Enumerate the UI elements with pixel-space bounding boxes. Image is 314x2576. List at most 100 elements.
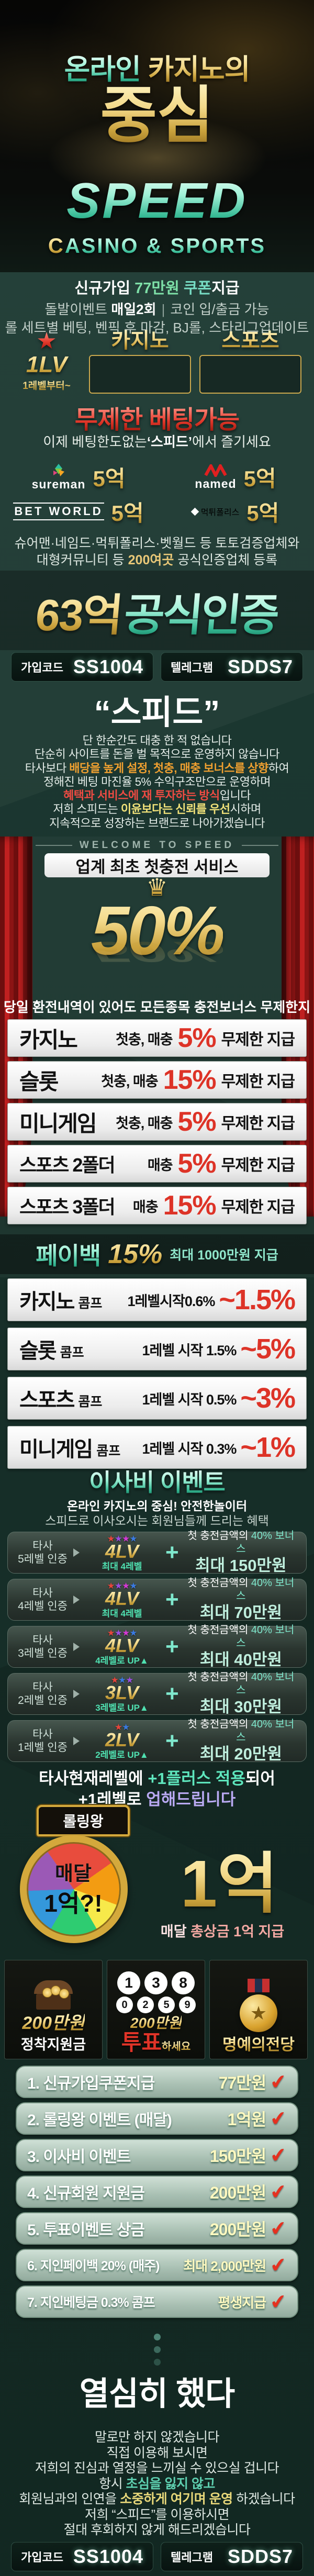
tile-vote-event: 1 3 8 0 2 5 9 200만원 투표하세요 <box>107 1960 205 2059</box>
level-stars-icon: ★★★★ <box>107 1628 138 1638</box>
benefit-row-2: 2. 롤링왕 이벤트 (매달) 1억원 ✔ <box>16 2102 298 2135</box>
level-stars-icon: ★★★★ <box>107 1581 138 1591</box>
plus-icon: + <box>165 1540 179 1565</box>
code-pills-bottom: 가입코드 SS1004 텔레그램 SDDS7 <box>0 2542 314 2571</box>
section-divider-dots <box>0 2334 314 2366</box>
moving-note-1: 타사현재레벨에 +1플러스 적용되어 <box>39 1769 275 1788</box>
check-icon: ✔ <box>269 2143 288 2168</box>
wheel-label: 매달 <box>55 1863 92 1885</box>
charge-row-casino: 카지노 첫충, 매충 5% 무제한 지급 <box>7 1019 307 1057</box>
named-logo-icon <box>204 464 227 477</box>
hero-tagline: 온라인 카지노의 <box>0 46 314 87</box>
benefit-row-1: 1. 신규가입쿠폰지급 77만원 ✔ <box>16 2066 298 2098</box>
arrow-right-icon <box>73 1596 80 1604</box>
moving-sub-1: 온라인 카지노의 중심! 안전한놀이터 <box>66 1499 248 1513</box>
red-star-icon: ★ <box>13 330 81 353</box>
check-icon: ✔ <box>269 2070 288 2094</box>
moving-card-lv3: 타사 3레벨 인증 ★★★★ 4LV 4레벨로 UP▲ + 첫 충전금액의 40%… <box>7 1624 307 1669</box>
comp-row-slot: 슬롯 콤프 1레벨 시작 1.5% ~5% <box>7 1328 307 1370</box>
fifty-percent-reflection: 50% <box>91 935 223 968</box>
level-stars-icon: ★★ <box>114 1722 130 1732</box>
check-icon: ✔ <box>269 2106 288 2131</box>
welcome-line: WELCOME TO SPEED <box>0 840 314 851</box>
partner-sureman: sureman 5억 <box>0 461 157 493</box>
hero-background <box>0 0 314 272</box>
arrow-right-icon <box>73 1737 80 1745</box>
tile-settlement-support: 200만원 정착지원금 <box>4 1960 103 2059</box>
vote-numbers-icon: 1 3 8 <box>117 1971 195 1995</box>
official-certification-title: 63억 공식인증 <box>33 590 280 640</box>
rolling-big-amount: 1억 <box>181 1847 278 1921</box>
tile-hall-of-fame: ★ 명예의전당 <box>209 1960 308 2059</box>
level-stars-icon: ★★★★ <box>107 1534 138 1544</box>
hero-center-word: 중심 <box>100 81 214 150</box>
level-badge: 1LV <box>13 352 81 378</box>
moving-card-lv2: 타사 2레벨 인증 ★★★ 3LV 3레벨로 UP▲ + 첫 충전금액의 40% … <box>7 1671 307 1716</box>
level-badge-sub: 1레벨부터~ <box>13 378 81 392</box>
telegram-pill[interactable]: 텔레그램 SDDS7 <box>161 652 303 682</box>
brand-logo-subtitle: CASINO & SPORTS <box>48 235 266 258</box>
sureman-bird-icon <box>53 463 64 476</box>
charge-row-sports3: 스포츠 3폴더 매충 15% 무제한 지급 <box>7 1187 307 1224</box>
tagline-casino: 카지노의 <box>148 54 251 85</box>
speed-quote-title: “스피드” <box>94 694 220 731</box>
plus-icon: + <box>165 1634 179 1659</box>
partner-muktupolis: 먹튀폴리스 5억 <box>157 496 314 528</box>
features-line: 롤 세트별 베팅, 벤픽 후 마감, BJ롤, 스타리그업데이트 <box>5 320 309 336</box>
moving-note-2: +1레벨로 업해드립니다 <box>78 1790 236 1809</box>
payback-band: 페이백 15% 최대 1000만원 지급 <box>0 1234 314 1274</box>
benefit-row-5: 5. 투표이벤트 상금 200만원 ✔ <box>16 2212 298 2245</box>
unlimited-betting-subtitle: 이제 베팅한도없는‘스피드’에서 즐기세요 <box>43 434 271 450</box>
comp-row-casino: 카지노 콤프 1레벨시작0.6% ~1.5% <box>7 1278 307 1321</box>
moving-sub-2: 스피드로 이사오시는 회원님들께 드리는 혜택 <box>45 1514 269 1527</box>
signup-coupon-line: 신규가입 77만원 쿠폰지급 <box>74 280 240 297</box>
brand-logo: SPEED <box>66 173 248 229</box>
verification-desc-2: 대형커뮤니티 등 200여곳 공식인증업체 등록 <box>36 553 278 567</box>
wheel-question: 1억?! <box>44 1890 103 1917</box>
join-code-pill[interactable]: 가입코드 SS1004 <box>11 652 153 682</box>
outro-title: 열심히 했다 <box>79 2376 235 2412</box>
telegram-pill[interactable]: 텔레그램 SDDS7 <box>161 2542 303 2571</box>
check-icon: ✔ <box>269 2216 288 2241</box>
unlimited-betting-title: 무제한 베팅가능 <box>74 406 240 434</box>
arrow-right-icon <box>73 1643 80 1651</box>
moving-event-title: 이사비 이벤트 <box>89 1469 226 1496</box>
level-stars-icon: ★★★ <box>110 1675 134 1685</box>
level-badge-block: ★ 1LV 1레벨부터~ <box>13 330 81 392</box>
outro-paragraph: 말로만 하지 않겠습니다 직접 이용해 보시면 저희의 진심과 열정을 느끼실 … <box>19 2430 295 2537</box>
charge-row-sports2: 스포츠 2폴더 매충 5% 무제한 지급 <box>7 1145 307 1183</box>
rolling-king-sign: 롤링왕 <box>37 1805 130 1836</box>
arrow-right-icon <box>73 1690 80 1698</box>
arrow-right-icon <box>73 1548 80 1557</box>
join-code-pill[interactable]: 가입코드 SS1004 <box>11 2542 153 2571</box>
verification-partners: sureman 5억 named 5억 BET WORLD 5억 먹튀폴리스 5… <box>0 459 314 531</box>
limit-card-sports: 스포츠 2,000 만원 <box>199 330 301 394</box>
code-pills-top: 가입코드 SS1004 텔레그램 SDDS7 <box>0 652 314 682</box>
moving-card-lv1: 타사 1레벨 인증 ★★ 2LV 2레벨로 UP▲ + 첫 충전금액의 40% 보… <box>7 1719 307 1763</box>
first-charge-banner: 업계 최초 첫충전 서비스 <box>44 853 270 877</box>
limit-amount-casino: 3,000 만원 <box>89 355 191 394</box>
moving-card-lv4: 타사 4레벨 인증 ★★★★ 4LV 최대 4레벨 + 첫 충전금액의 40% 보… <box>7 1577 307 1622</box>
charge-row-minigame: 미니게임 첫충, 매충 5% 무제한 지급 <box>7 1103 307 1141</box>
comp-row-sports: 스포츠 콤프 1레벨 시작 0.5% ~3% <box>7 1377 307 1420</box>
rolling-caption: 매달 총상금 1억 지급 <box>160 1924 285 1939</box>
daily-event-line: 돌발이벤트 매일2회 | 코인 입/출금 가능 <box>44 302 270 317</box>
charge-row-slot: 슬롯 첫충, 매충 15% 무제한 지급 <box>7 1061 307 1099</box>
medal-icon: ★ <box>240 1994 277 2032</box>
limit-amount-sports: 2,000 만원 <box>199 355 301 394</box>
medal-ribbon-icon <box>248 1979 270 1992</box>
level-limits-row: ★ 1LV 1레벨부터~ 카지노 3,000 만원 스포츠 2,000 만원 <box>0 330 314 397</box>
check-icon: ✔ <box>269 2253 288 2278</box>
treasure-chest-icon <box>31 1980 76 2010</box>
plus-icon: + <box>165 1728 179 1754</box>
comp-row-minigame: 미니게임 콤프 1레벨 시작 0.3% ~1% <box>7 1426 307 1469</box>
benefit-row-3: 3. 이사비 이벤트 150만원 ✔ <box>16 2139 298 2171</box>
partner-betworld: BET WORLD 5억 <box>0 496 157 528</box>
benefit-row-4: 4. 신규회원 지원금 200만원 ✔ <box>16 2176 298 2208</box>
moving-card-lv5: 타사 5레벨 인증 ★★★★ 4LV 최대 4레벨 + 첫 충전금액의 40% 보… <box>7 1530 307 1575</box>
tagline-online: 온라인 <box>64 54 141 85</box>
official-band <box>0 571 314 650</box>
limit-card-casino: 카지노 3,000 만원 <box>89 330 191 394</box>
check-icon: ✔ <box>269 2180 288 2204</box>
benefit-row-7: 7. 지인베팅금 0.3% 콤프 평생지급 ✔ <box>16 2285 298 2318</box>
